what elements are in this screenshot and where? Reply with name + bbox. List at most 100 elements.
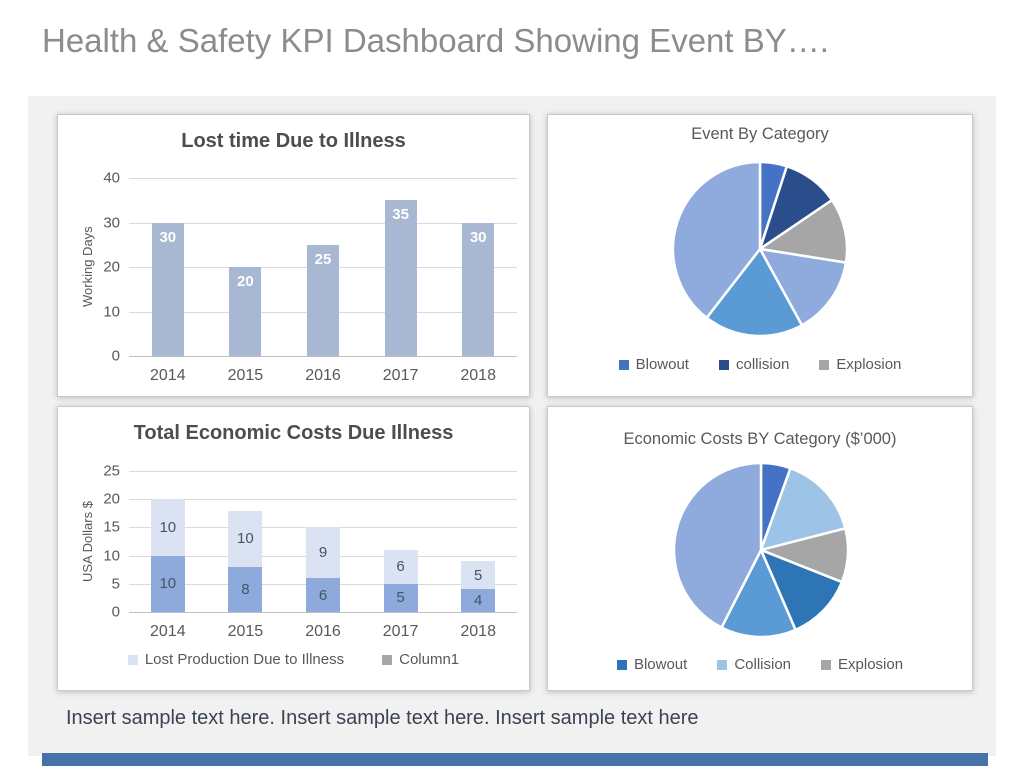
legend-item-Column1: Column1 (382, 651, 459, 668)
pie-slice-4 (705, 247, 804, 338)
bar-value-label: 30 (159, 228, 177, 246)
x-axis-label-2014: 2014 (150, 367, 186, 384)
x-axis-label-2016: 2016 (305, 623, 341, 640)
legend-label: Column1 (399, 651, 460, 668)
legend-swatch (717, 659, 728, 670)
legend-swatch (618, 359, 629, 370)
gridline-25: 25 (103, 463, 517, 480)
legend-swatch (382, 654, 393, 665)
x-axis-label-2018: 2018 (460, 367, 496, 384)
y-axis-label: USA Dollars $ (80, 501, 95, 582)
pie-slice-3 (759, 548, 844, 632)
segment-top-2015: 10 (228, 510, 263, 567)
gridline-0: 0 (112, 348, 517, 365)
pie-chart (672, 461, 850, 639)
segment-bottom-2014: 10 (150, 555, 185, 612)
legend-label: Collision (734, 656, 792, 673)
y-tick-label-20: 20 (103, 258, 120, 276)
segment-bottom-2018: 4 (461, 589, 496, 612)
bar-slot-2017: 35 2017 (362, 178, 440, 384)
y-tick-label-25: 25 (103, 462, 120, 480)
legend-swatch (821, 659, 832, 670)
bar-2016: 25 (306, 244, 339, 356)
x-axis-label-2018: 2018 (460, 623, 496, 640)
y-axis-label: Working Days (80, 226, 95, 308)
legend-swatch (718, 359, 729, 370)
chart-title: Lost time Due to Illness (181, 130, 406, 152)
legend-swatch (616, 659, 627, 670)
y-tick-label-20: 20 (103, 490, 120, 508)
segment-bottom-2017: 5 (383, 583, 418, 612)
bar-slot-2014: 30 2014 (129, 178, 207, 384)
legend-item-Explosion: Explosion (821, 656, 903, 673)
legend-item-Blowout: Blowout (616, 656, 688, 673)
bar-2017: 35 (384, 200, 417, 356)
bar-2014: 30 (151, 222, 184, 356)
y-tick-label-15: 15 (103, 518, 120, 536)
legend-label: Lost Production Due to Illness (144, 651, 345, 668)
chart-legend: Blowout collision Explosion (548, 356, 972, 373)
bar-slots: 10 10 2014 10 8 2015 9 6 2016 6 5 2017 5 4 2018 (129, 471, 517, 640)
pie-slice-3 (758, 247, 848, 327)
legend-swatch (819, 359, 830, 370)
y-tick-label-0: 0 (111, 347, 120, 365)
pie-chart (671, 160, 849, 338)
chart-legend: Blowout Collision Explosion (548, 656, 972, 673)
bar-stack-2015: 10 8 (228, 510, 263, 612)
pie-slice-5 (671, 160, 762, 319)
segment-top-2014: 10 (150, 499, 185, 556)
segment-bottom-2015: 8 (228, 566, 263, 612)
chart-title: Total Economic Costs Due Illness (133, 422, 454, 444)
gridline-30: 30 (103, 214, 517, 231)
y-tick-label-0: 0 (111, 603, 120, 621)
legend-item-Lost Production Due to Illness: Lost Production Due to Illness (127, 651, 345, 668)
segment-top-2018: 5 (461, 561, 496, 590)
x-axis-label-2017: 2017 (382, 623, 419, 640)
pie-slice-Collision (759, 466, 847, 552)
x-axis-label-2017: 2017 (382, 367, 419, 384)
panel-event-by-category-chart[interactable]: Event By Category Blowout collision Explos… (547, 114, 973, 397)
x-axis-label-2016: 2016 (305, 367, 341, 384)
legend-label: Blowout (633, 656, 688, 673)
y-tick-label-5: 5 (111, 575, 120, 593)
chart-title: Economic Costs BY Category ($’000) (623, 430, 897, 448)
y-tick-label-30: 30 (103, 214, 120, 231)
bar-slot-2015: 10 8 2015 (207, 471, 285, 640)
y-tick-label-40: 40 (103, 169, 120, 187)
pie-slice-Explosion (758, 198, 849, 264)
pie-slice-5 (672, 461, 763, 629)
bar-value-label: 35 (392, 206, 409, 224)
bar-slot-2014: 10 10 2014 (129, 471, 207, 640)
gridline-40: 40 (103, 170, 517, 187)
panel-economic-costs-chart[interactable]: Total Economic Costs Due Illness USA Dol… (57, 406, 530, 691)
legend-item-collision: collision (718, 356, 790, 373)
y-tick-label-10: 10 (103, 547, 120, 565)
bar-slot-2017: 6 5 2017 (362, 471, 440, 640)
legend-swatch (127, 654, 138, 665)
bar-slot-2015: 20 2015 (207, 178, 285, 384)
page-title: Health & Safety KPI Dashboard Showing Ev… (42, 22, 829, 59)
stacked-bar-plot: 0 5 10 15 20 25 10 10 2014 10 8 2015 9 6 2016 6 5 2017 5 4 2… (103, 463, 517, 640)
bar-slot-2018: 5 4 2018 (439, 471, 517, 640)
x-axis-label-2015: 2015 (227, 623, 264, 640)
bar-slot-2018: 30 2018 (439, 178, 517, 384)
bar-plot: 0 10 20 30 40 30 2014 20 2015 25 2016 35 2017 30 2018 (103, 170, 517, 384)
bar-value-label: 25 (314, 250, 332, 268)
legend-label: Explosion (838, 656, 904, 673)
bar-value-label: 20 (237, 273, 254, 290)
legend-item-Explosion: Explosion (819, 356, 901, 373)
panel-lost-time-chart[interactable]: Lost time Due to Illness Working Days 0 1… (57, 114, 530, 397)
bar-2015: 20 (229, 267, 262, 356)
gridline-20: 20 (103, 491, 517, 508)
chart-legend: Lost Production Due to Illness Column1 (58, 651, 529, 668)
bar-slots: 30 2014 20 2015 25 2016 35 2017 30 2018 (129, 178, 517, 384)
y-tick-label-10: 10 (103, 303, 120, 320)
gridline-0: 0 (112, 604, 517, 621)
bar-slot-2016: 25 2016 (284, 178, 362, 384)
segment-top-2016: 9 (305, 527, 340, 579)
legend-label: collision (735, 356, 790, 373)
panel-economic-costs-by-category-chart[interactable]: Economic Costs BY Category ($’000) Blowo… (547, 406, 973, 691)
